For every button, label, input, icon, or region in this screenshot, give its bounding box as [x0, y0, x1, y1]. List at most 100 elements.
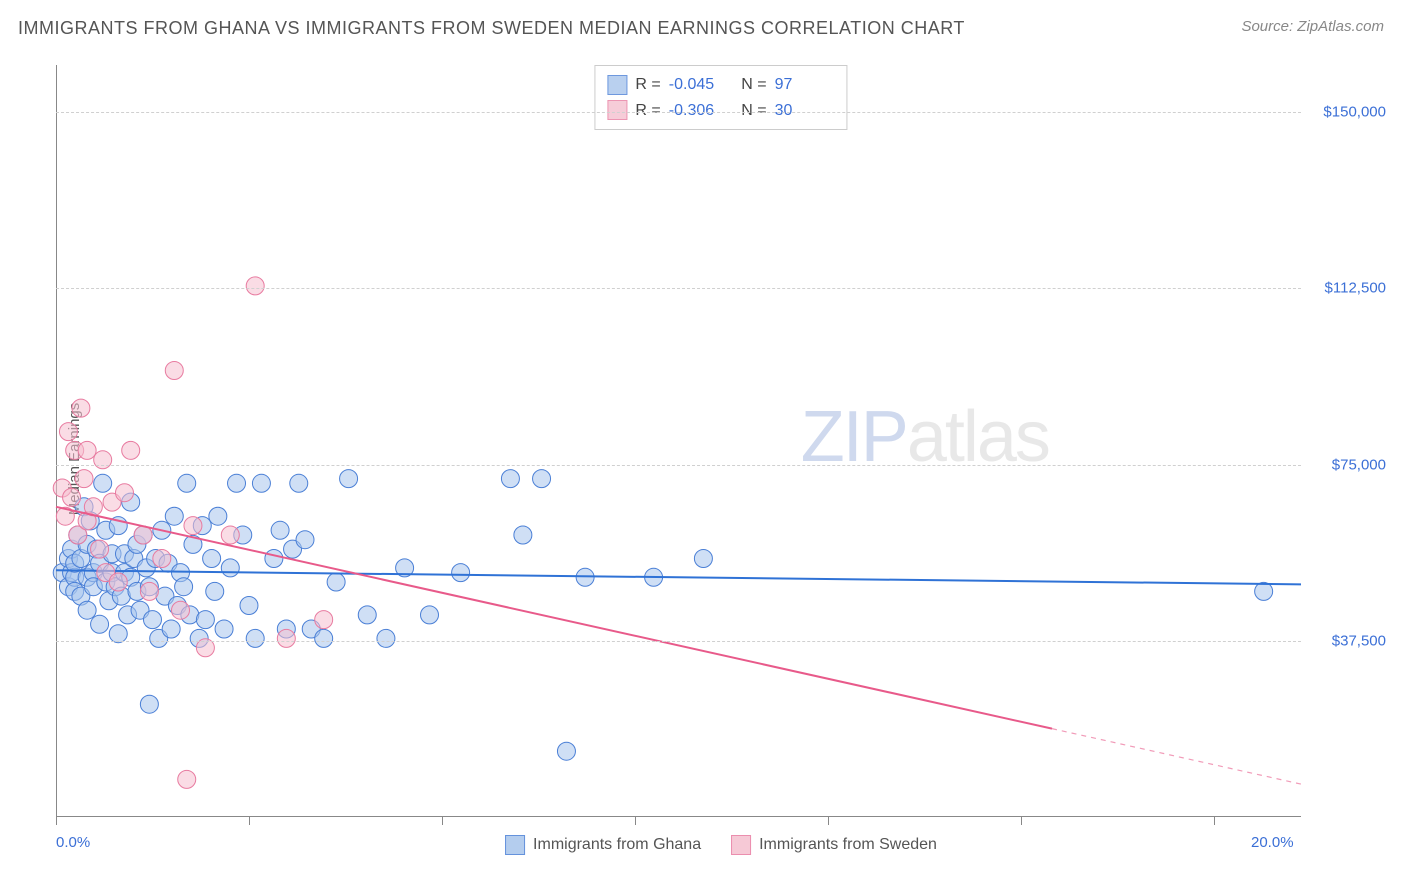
data-point [265, 550, 283, 568]
data-point [246, 277, 264, 295]
data-point [1255, 582, 1273, 600]
data-point [246, 629, 264, 647]
data-point [557, 742, 575, 760]
data-point [165, 507, 183, 525]
y-tick-label: $150,000 [1306, 104, 1386, 121]
data-point [340, 470, 358, 488]
data-point [215, 620, 233, 638]
grid-line [56, 112, 1301, 113]
x-tick [635, 817, 636, 825]
y-tick-label: $75,000 [1306, 456, 1386, 473]
data-point [252, 474, 270, 492]
y-tick-label: $37,500 [1306, 632, 1386, 649]
data-point [271, 521, 289, 539]
data-point [452, 564, 470, 582]
data-point [203, 550, 221, 568]
data-point [178, 770, 196, 788]
chart-title: IMMIGRANTS FROM GHANA VS IMMIGRANTS FROM… [18, 18, 965, 39]
x-max-label: 20.0% [1251, 834, 1294, 851]
y-tick-label: $112,500 [1306, 280, 1386, 297]
data-point [290, 474, 308, 492]
data-point [277, 629, 295, 647]
data-point [109, 573, 127, 591]
correlation-row: R = -0.306 N = 30 [607, 98, 834, 124]
data-point [315, 611, 333, 629]
n-label: N = [737, 98, 767, 124]
legend-swatch [731, 835, 751, 855]
n-value: 30 [775, 98, 835, 124]
data-point [221, 559, 239, 577]
trend-line [56, 570, 1301, 584]
data-point [377, 629, 395, 647]
data-point [501, 470, 519, 488]
data-point [140, 582, 158, 600]
scatter-svg [56, 65, 1386, 817]
data-point [115, 484, 133, 502]
legend-swatch [607, 100, 627, 120]
data-point [162, 620, 180, 638]
data-point [94, 474, 112, 492]
data-point [165, 362, 183, 380]
x-tick [442, 817, 443, 825]
data-point [91, 540, 109, 558]
x-min-label: 0.0% [56, 834, 90, 851]
data-point [228, 474, 246, 492]
data-point [694, 550, 712, 568]
n-value: 97 [775, 72, 835, 98]
correlation-legend: R = -0.045 N = 97 R = -0.306 N = 30 [594, 65, 847, 130]
data-point [178, 474, 196, 492]
data-point [143, 611, 161, 629]
data-point [134, 526, 152, 544]
data-point [75, 470, 93, 488]
chart-container: Median Earnings ZIPatlas R =-0.045 N =97… [18, 55, 1386, 862]
grid-line [56, 641, 1301, 642]
series-legend: Immigrants from Ghana Immigrants from Swe… [505, 835, 937, 855]
trend-line-extrapolated [1052, 729, 1301, 784]
data-point [91, 615, 109, 633]
x-tick [56, 817, 57, 825]
plot-area: ZIPatlas R =-0.045 N =97R =-0.306 N =30 … [56, 65, 1386, 817]
data-point [94, 451, 112, 469]
data-point [327, 573, 345, 591]
legend-item: Immigrants from Sweden [731, 835, 937, 855]
data-point [514, 526, 532, 544]
source-attribution: Source: ZipAtlas.com [1241, 18, 1384, 35]
r-value: -0.306 [669, 98, 729, 124]
data-point [122, 441, 140, 459]
legend-label: Immigrants from Sweden [759, 836, 937, 854]
data-point [78, 441, 96, 459]
data-point [196, 611, 214, 629]
x-tick [1214, 817, 1215, 825]
x-tick [1021, 817, 1022, 825]
data-point [175, 578, 193, 596]
grid-line [56, 288, 1301, 289]
data-point [421, 606, 439, 624]
data-point [206, 582, 224, 600]
data-point [315, 629, 333, 647]
legend-swatch [607, 75, 627, 95]
r-label: R = [635, 98, 660, 124]
data-point [63, 488, 81, 506]
data-point [172, 601, 190, 619]
data-point [78, 601, 96, 619]
data-point [140, 695, 158, 713]
correlation-row: R = -0.045 N = 97 [607, 72, 834, 98]
data-point [221, 526, 239, 544]
grid-line [56, 465, 1301, 466]
data-point [184, 517, 202, 535]
x-tick [828, 817, 829, 825]
legend-item: Immigrants from Ghana [505, 835, 701, 855]
r-value: -0.045 [669, 72, 729, 98]
r-label: R = [635, 72, 660, 98]
data-point [296, 531, 314, 549]
legend-swatch [505, 835, 525, 855]
data-point [153, 550, 171, 568]
x-tick [249, 817, 250, 825]
data-point [358, 606, 376, 624]
legend-label: Immigrants from Ghana [533, 836, 701, 854]
data-point [59, 423, 77, 441]
data-point [72, 399, 90, 417]
data-point [533, 470, 551, 488]
data-point [240, 597, 258, 615]
n-label: N = [737, 72, 767, 98]
